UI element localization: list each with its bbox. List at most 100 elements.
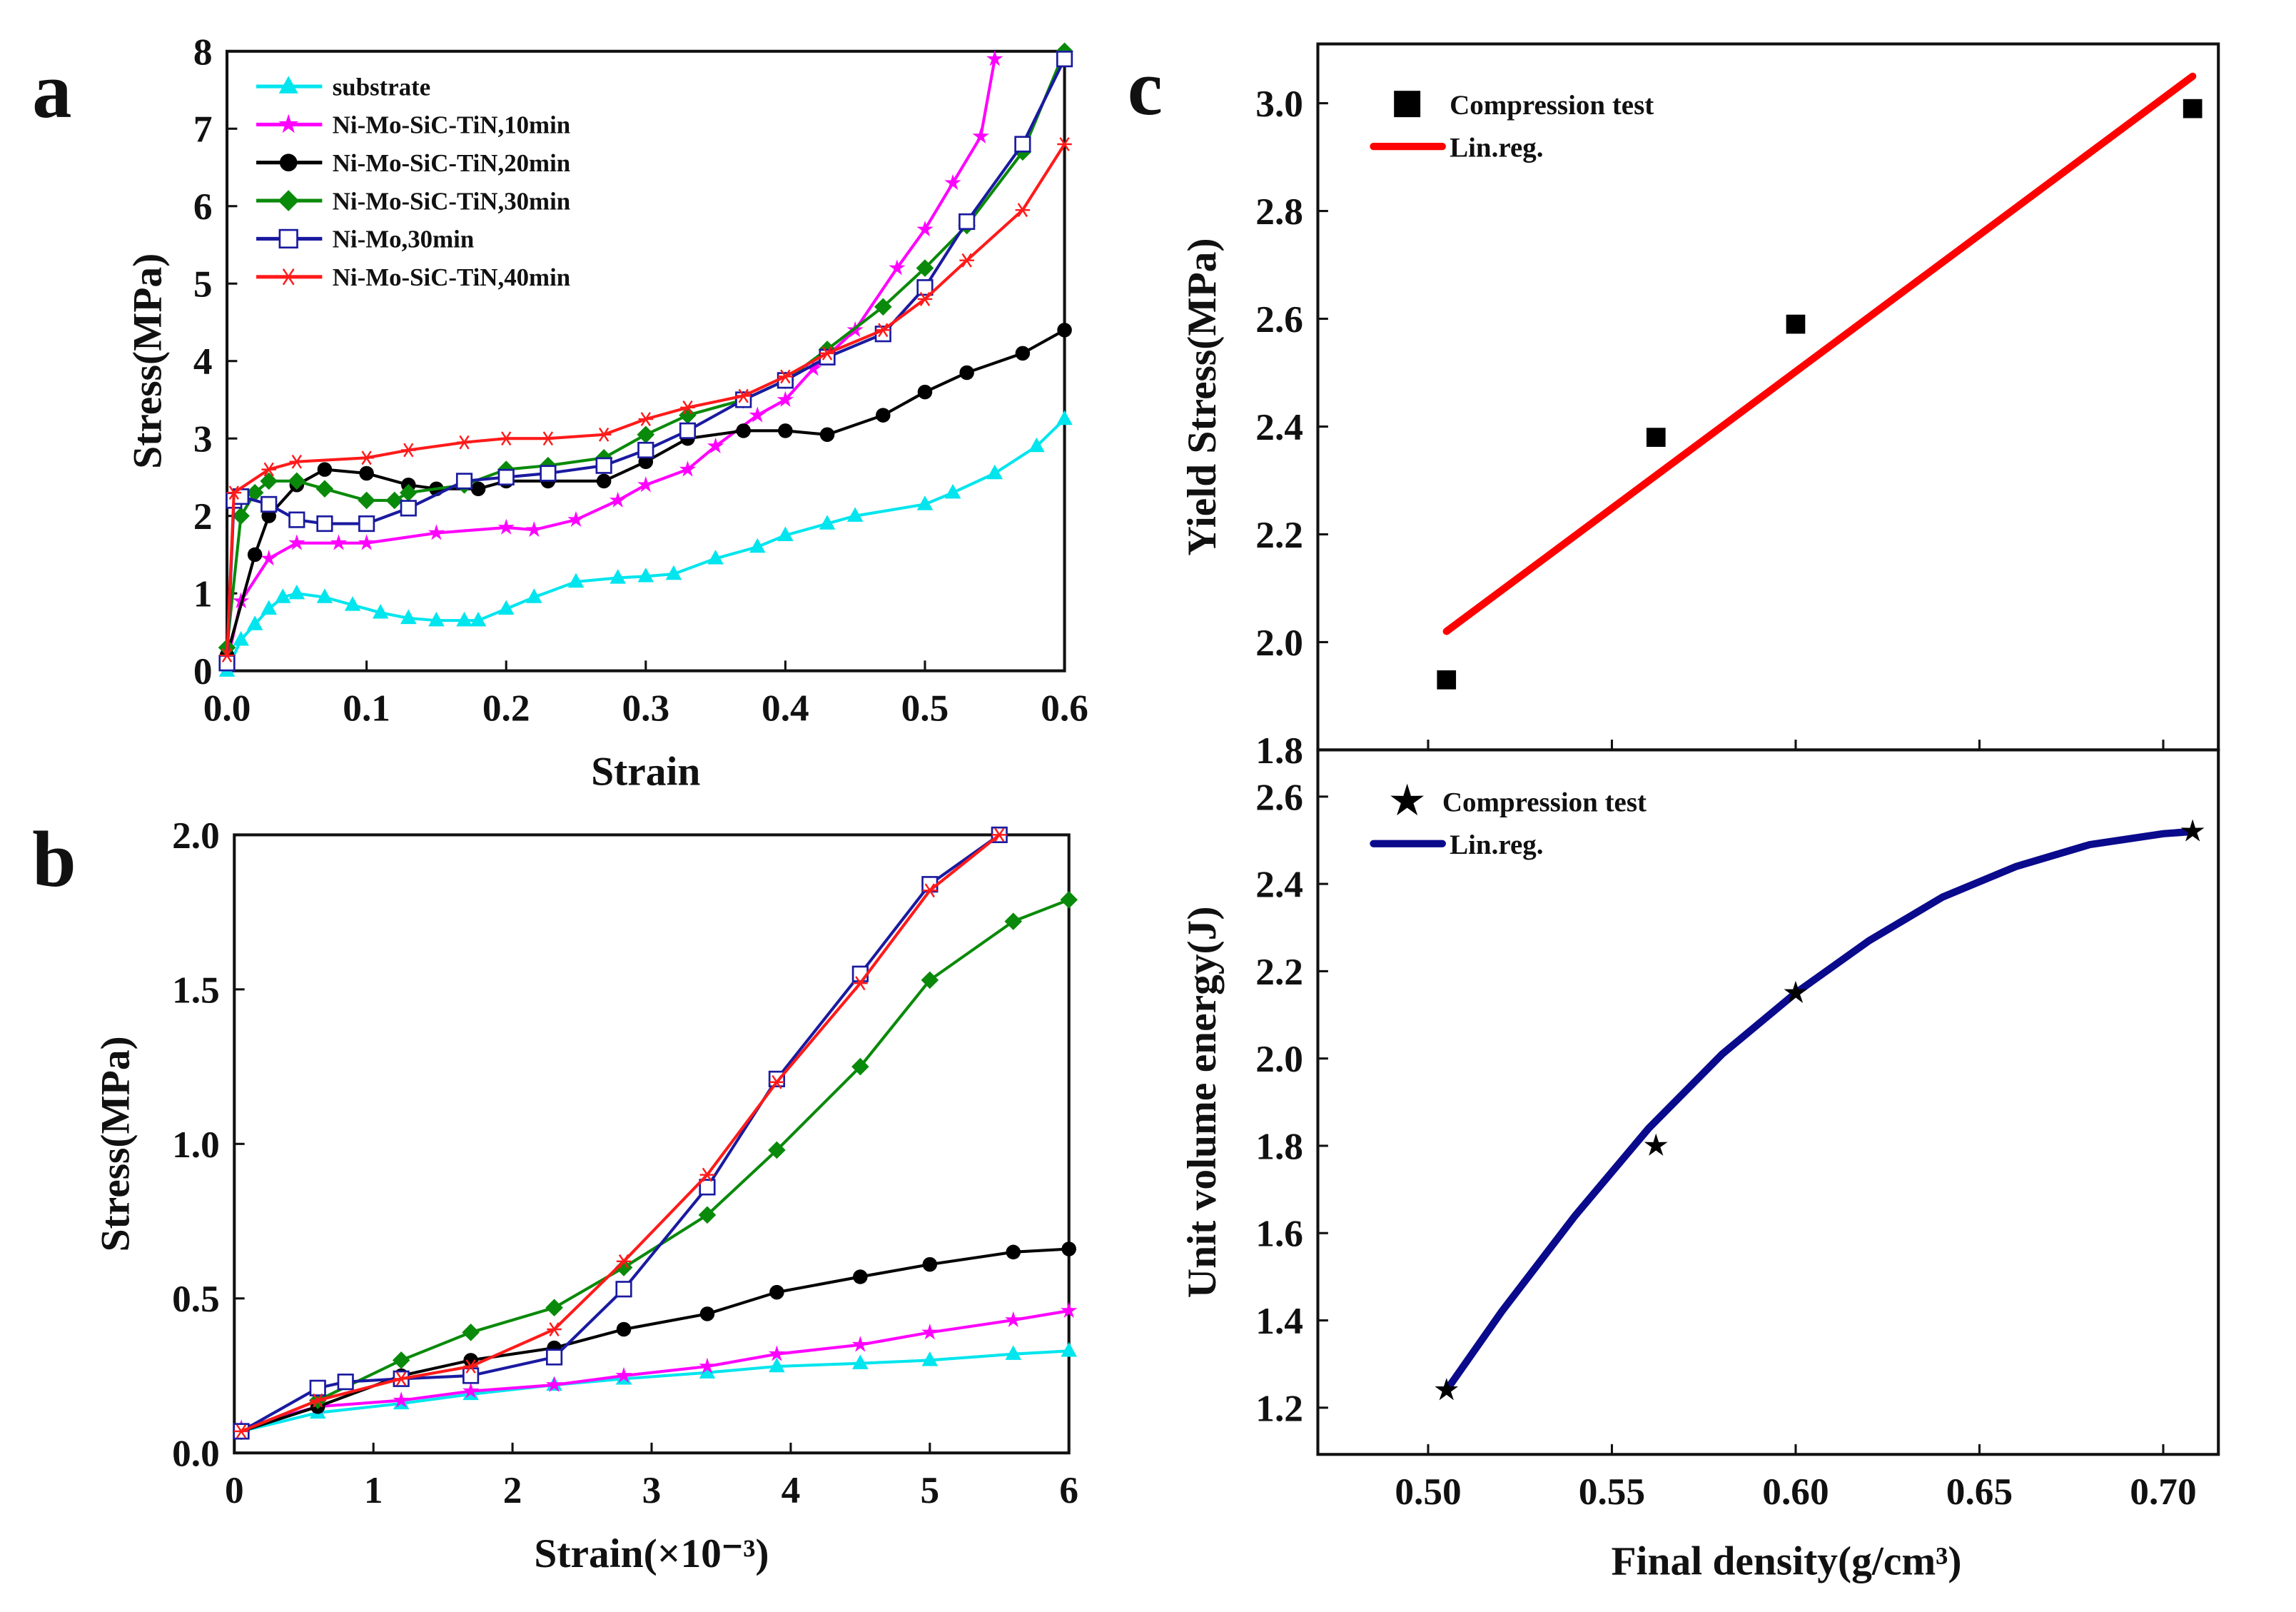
marker-asterisk [959,253,974,268]
marker-asterisk [540,431,556,446]
x-tick-label: 0 [225,1469,244,1511]
marker-asterisk [219,648,235,663]
y-tick-label: 1.4 [1255,1299,1303,1342]
marker-asterisk [596,427,612,442]
x-tick-label: 1 [364,1469,383,1511]
marker-diamond [392,1351,410,1369]
marker-triangle [852,1354,869,1369]
marker-asterisk [778,369,793,384]
marker-square-open [261,495,278,513]
marker-diamond [315,480,334,498]
marker-circle [699,1306,715,1321]
series-line [225,51,1066,648]
x-tick-label: 6 [1059,1469,1078,1511]
marker-triangle [665,565,682,580]
x-tick-label: 4 [782,1469,801,1511]
marker-triangle [372,603,389,619]
marker-diamond [278,190,299,211]
marker-diamond [545,1299,563,1317]
marker-square-open [455,473,473,490]
y-tick-label: 2.4 [1255,405,1303,448]
marker-asterisk [819,346,835,361]
marker-diamond [399,483,418,502]
x-tick-label: 0.2 [482,686,530,729]
y-tick-label: 1.8 [1255,1124,1303,1167]
marker-asterisk [1057,137,1072,151]
marker-triangle [944,483,961,499]
legend-label: Ni-Mo-SiC-TiN,40min [333,263,570,291]
marker-asterisk [876,323,891,338]
marker-diamond [679,406,697,424]
marker-diamond [288,472,306,490]
y-tick-label: 3 [193,418,213,460]
marker-star [944,173,961,191]
marker-circle [922,1256,938,1272]
marker-asterisk [457,435,472,450]
marker-star [497,518,515,535]
y-tick-label: 4 [193,340,213,383]
marker-asterisk [289,454,305,469]
x-tick-label: 0.70 [2130,1470,2196,1513]
marker-square-open [637,441,654,459]
marker-diamond [462,1324,480,1341]
y-axis-label: Unit volume energy(J) [1180,906,1225,1298]
marker-square-open [615,1281,632,1298]
x-tick-label: 2 [503,1469,522,1511]
marker-star [986,50,1003,66]
y-tick-label: 1.0 [172,1123,220,1166]
y-tick-label: 0.5 [172,1277,220,1320]
marker-diamond [916,259,934,277]
series-Ni-Mo-SiC-TiN,40min [233,827,1007,1439]
chart-c_bottom: 0.50 0.55 0.60 0.65 0.70 1.2 1.4 1.6 1.8 2.0 2.2 2.… [1180,748,2220,1583]
marker-asterisk [769,1074,784,1089]
series-line [241,1349,1069,1433]
series-line [241,898,1070,1433]
marker-star [972,127,989,144]
series-line [241,833,1001,1433]
series-line [241,1309,1070,1430]
marker-triangle [278,76,298,94]
marker-triangle [1005,1345,1022,1360]
marker-square-open [679,422,697,439]
series-Ni-Mo-SiC-TiN,20min [219,323,1072,663]
legend-entry: Ni-Mo-SiC-TiN,10min [256,111,570,139]
marker-star [330,534,348,550]
marker-star [916,220,934,237]
marker-circle [1015,346,1031,361]
marker-square [1394,91,1421,118]
marker-star [679,460,697,477]
y-tick-label: 8 [193,30,213,73]
x-tick-label: 0.50 [1395,1470,1461,1513]
marker-circle [616,1321,632,1337]
series-Ni-Mo-SiC-TiN,40min [219,137,1072,663]
marker-star [804,360,822,376]
legend-label: Lin.reg. [1450,133,1543,163]
marker-triangle [470,611,487,627]
marker-diamond [874,298,892,316]
marker-diamond [260,472,278,490]
marker-star [525,520,542,538]
legend-entry: Ni-Mo-SiC-TiN,20min [256,149,570,177]
marker-triangle [233,630,249,646]
marker-circle [853,1269,868,1284]
legend-entry: Ni-Mo,30min [256,226,474,253]
x-tick-label: 0.0 [203,686,251,729]
marker-triangle [428,611,445,627]
marker-triangle [610,569,626,584]
marker-triangle [288,584,305,600]
legend-entry: substrate [256,73,430,101]
marker-star [707,437,724,453]
y-tick-label: 7 [193,108,213,151]
y-tick-label: 2.0 [172,814,220,857]
panel-label: a [32,46,71,134]
marker-triangle [567,573,585,588]
y-tick-label: 0 [193,650,213,692]
marker-square [1437,670,1457,690]
marker-star [609,491,627,508]
x-tick-label: 0.65 [1946,1470,2013,1513]
marker-asterisk [917,292,933,306]
y-tick-label: 2.2 [1255,950,1303,993]
y-axis-label: Stress(MPa) [93,1036,138,1251]
y-tick-label: 3.0 [1255,82,1303,125]
